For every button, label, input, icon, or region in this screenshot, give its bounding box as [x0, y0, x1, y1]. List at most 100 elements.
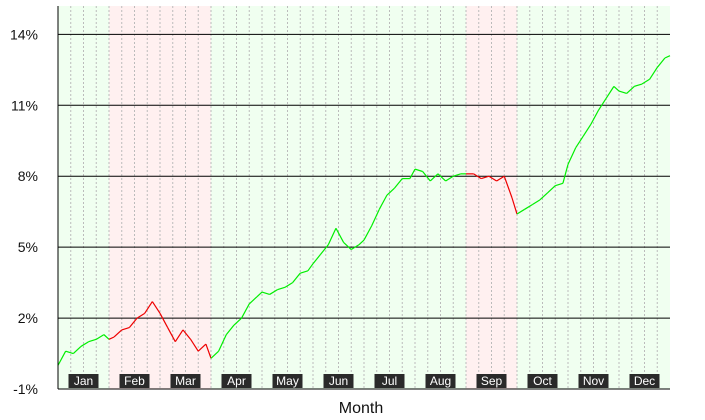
- series-line-segment: [197, 343, 207, 352]
- month-label-bg: [527, 374, 558, 388]
- series-line-segment: [437, 173, 447, 182]
- series-line-segment: [136, 312, 146, 319]
- month-label: Mar: [175, 374, 196, 388]
- series-line-segment: [409, 168, 416, 179]
- series-line-segment: [88, 338, 97, 343]
- series-line-segment: [144, 301, 153, 314]
- series-line-segment: [350, 244, 360, 251]
- series-line-segment: [113, 329, 123, 338]
- series-line-segment: [95, 334, 105, 340]
- series-line-segment: [174, 329, 184, 343]
- x-axis-title: Month: [339, 400, 383, 417]
- month-label: Apr: [227, 374, 246, 388]
- series-line-segment: [503, 176, 513, 198]
- series-line-segment: [539, 192, 549, 201]
- month-label: Sep: [481, 374, 503, 388]
- series-line-segment: [65, 350, 74, 355]
- month-band-jan: [58, 6, 109, 389]
- month-band-mar: [160, 6, 211, 389]
- series-line-segment: [649, 67, 658, 80]
- series-line-segment: [481, 175, 490, 180]
- series-line-segment: [626, 85, 635, 94]
- horizontal-grid-lines: [58, 33, 670, 319]
- month-label: Jan: [74, 374, 93, 388]
- y-tick-label: 14%: [10, 26, 38, 42]
- series-line-segment: [343, 241, 352, 250]
- month-label: Oct: [533, 374, 552, 388]
- month-label-bg: [476, 374, 507, 388]
- y-tick-label: 11%: [11, 97, 38, 113]
- month-label-bg: [323, 374, 354, 388]
- series-line-segment: [167, 327, 176, 343]
- series-line-segment: [363, 225, 373, 241]
- y-tick-label: -1%: [13, 381, 38, 397]
- series-line-segment: [634, 83, 643, 87]
- month-label-bg: [578, 374, 609, 388]
- month-band-jul: [364, 6, 415, 389]
- series-line-segment: [582, 123, 592, 137]
- series-line-segment: [182, 329, 192, 340]
- y-tick-label: 8%: [18, 168, 38, 184]
- month-band-apr: [211, 6, 262, 389]
- month-label: Aug: [430, 374, 451, 388]
- month-band-aug: [415, 6, 466, 389]
- series-line-segment: [269, 289, 278, 295]
- series-line-segment: [225, 324, 235, 336]
- month-label-bg: [272, 374, 303, 388]
- series-line-segment: [394, 178, 403, 189]
- series-line-segment: [248, 296, 258, 305]
- series-line-segment: [241, 303, 250, 319]
- series-line-segment: [598, 97, 607, 111]
- series-line-segment: [618, 90, 627, 95]
- month-labels: Jan Feb Mar Apr May Jun Jul Aug Sep Oct Nov Dec: [68, 374, 660, 388]
- series-line-segment: [429, 173, 439, 182]
- series-line-segment: [261, 291, 270, 296]
- month-band-feb: [109, 6, 160, 389]
- series-line-segment: [516, 208, 525, 215]
- month-band-sep: [466, 6, 517, 389]
- series-line-segment: [488, 175, 497, 182]
- series-line-segment: [664, 55, 671, 59]
- month-label: Dec: [634, 374, 655, 388]
- series-line-segment: [386, 187, 396, 196]
- series-line-segment: [613, 85, 620, 92]
- series-line-segment: [567, 147, 577, 165]
- series-line-segment: [473, 173, 482, 180]
- series-line-segment: [277, 286, 286, 291]
- series-line-segment: [590, 109, 600, 125]
- series-line-segment: [656, 57, 666, 68]
- month-label-bg: [425, 374, 456, 388]
- series-line-segment: [121, 326, 130, 331]
- month-band-may: [262, 6, 313, 389]
- series-line-segment: [422, 171, 431, 182]
- month-label: Jul: [382, 374, 397, 388]
- series-line-segment: [190, 339, 199, 352]
- month-band-jun: [313, 6, 364, 389]
- series-line-segment: [496, 175, 505, 182]
- series-line-segment: [358, 239, 365, 246]
- series-line-segment: [575, 135, 584, 149]
- series-line-segment: [210, 350, 220, 359]
- y-axis-tick-labels: -1% 2% 5% 8% 11% 14%: [10, 26, 38, 397]
- y-tick-label: 5%: [18, 239, 38, 255]
- series-line-segment: [72, 346, 82, 354]
- series-line-segment: [284, 282, 293, 288]
- series-line-segment: [562, 164, 569, 184]
- series-line-segment: [307, 263, 314, 272]
- series-line-segment: [256, 291, 263, 298]
- series-line-segment: [641, 78, 650, 85]
- month-label-bg: [68, 374, 99, 388]
- series-line-segment: [80, 341, 89, 347]
- series-line-segment: [605, 86, 615, 99]
- series-line-segment: [108, 336, 115, 340]
- month-shading-bands: [58, 6, 670, 389]
- series-line-segment: [511, 197, 518, 215]
- month-label: Jun: [329, 374, 348, 388]
- month-label-bg: [374, 374, 405, 388]
- series-line-segment: [320, 244, 329, 255]
- series-line-segment: [151, 301, 161, 314]
- series-line-segment: [128, 317, 138, 328]
- series-line-segment: [57, 350, 67, 366]
- series-line-segment: [159, 313, 169, 328]
- series-line-segment: [292, 272, 301, 283]
